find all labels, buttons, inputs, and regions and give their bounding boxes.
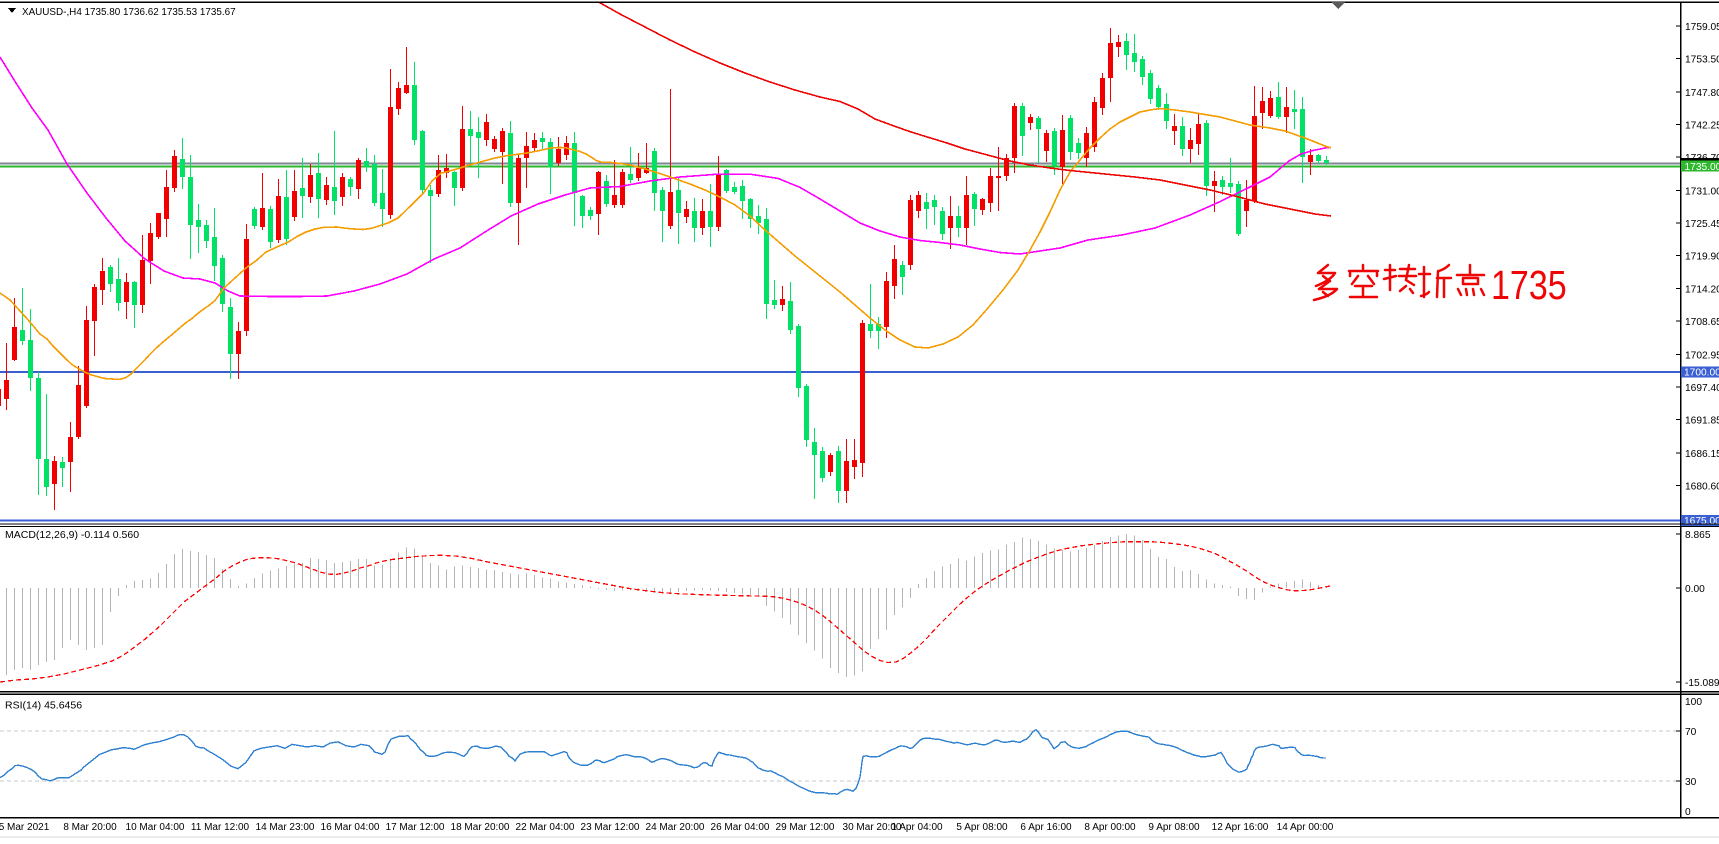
svg-text:1702.95: 1702.95 [1685,351,1719,362]
svg-text:30: 30 [1685,777,1697,788]
svg-text:23 Mar 12:00: 23 Mar 12:00 [581,822,640,833]
svg-text:-15.089: -15.089 [1685,678,1719,689]
svg-text:18 Mar 20:00: 18 Mar 20:00 [451,822,510,833]
svg-text:16 Mar 04:00: 16 Mar 04:00 [321,822,380,833]
svg-text:0.00: 0.00 [1685,584,1705,595]
svg-text:8 Mar 20:00: 8 Mar 20:00 [63,822,117,833]
svg-text:24 Mar 20:00: 24 Mar 20:00 [646,822,705,833]
svg-text:9 Apr 08:00: 9 Apr 08:00 [1148,822,1200,833]
svg-text:5 Apr 08:00: 5 Apr 08:00 [956,822,1008,833]
svg-text:1719.90: 1719.90 [1685,252,1719,263]
svg-text:0: 0 [1685,807,1691,818]
svg-text:10 Mar 04:00: 10 Mar 04:00 [126,822,185,833]
svg-text:1742.25: 1742.25 [1685,121,1719,132]
svg-text:1686.15: 1686.15 [1685,449,1719,460]
svg-text:6 Apr 16:00: 6 Apr 16:00 [1020,822,1072,833]
svg-text:1697.40: 1697.40 [1685,383,1719,394]
svg-text:14 Mar 23:00: 14 Mar 23:00 [256,822,315,833]
svg-text:1735: 1735 [1491,262,1567,308]
svg-text:1759.05: 1759.05 [1685,22,1719,33]
svg-text:22 Mar 04:00: 22 Mar 04:00 [516,822,575,833]
svg-text:5 Mar 2021: 5 Mar 2021 [0,822,50,833]
svg-text:1680.60: 1680.60 [1685,482,1719,493]
svg-text:1 Apr 04:00: 1 Apr 04:00 [891,822,943,833]
svg-text:1700.00: 1700.00 [1684,368,1719,379]
svg-text:1735.00: 1735.00 [1685,162,1719,173]
svg-text:29 Mar 12:00: 29 Mar 12:00 [776,822,835,833]
svg-text:8 Apr 00:00: 8 Apr 00:00 [1084,822,1136,833]
svg-text:70: 70 [1685,727,1697,738]
svg-text:1725.45: 1725.45 [1685,219,1719,230]
svg-text:17 Mar 12:00: 17 Mar 12:00 [386,822,445,833]
svg-text:XAUUSD-,H4 1735.80 1736.62 17: XAUUSD-,H4 1735.80 1736.62 1735.53 1735.… [22,7,236,18]
svg-text:12 Apr 16:00: 12 Apr 16:00 [1212,822,1269,833]
svg-text:14 Apr 00:00: 14 Apr 00:00 [1277,822,1334,833]
svg-text:1675.00: 1675.00 [1684,516,1719,527]
svg-text:100: 100 [1685,697,1702,708]
svg-text:1714.20: 1714.20 [1685,285,1719,296]
svg-text:MACD(12,26,9) -0.114 0.560: MACD(12,26,9) -0.114 0.560 [5,529,139,541]
svg-text:RSI(14) 45.6456: RSI(14) 45.6456 [5,700,82,712]
svg-text:1731.00: 1731.00 [1685,187,1719,198]
svg-text:1753.50: 1753.50 [1685,55,1719,66]
svg-text:26 Mar 04:00: 26 Mar 04:00 [711,822,770,833]
svg-text:1747.80: 1747.80 [1685,88,1719,99]
svg-text:11 Mar 12:00: 11 Mar 12:00 [191,822,250,833]
svg-text:8.865: 8.865 [1685,530,1711,541]
svg-text:1708.65: 1708.65 [1685,317,1719,328]
svg-text:1691.85: 1691.85 [1685,416,1719,427]
